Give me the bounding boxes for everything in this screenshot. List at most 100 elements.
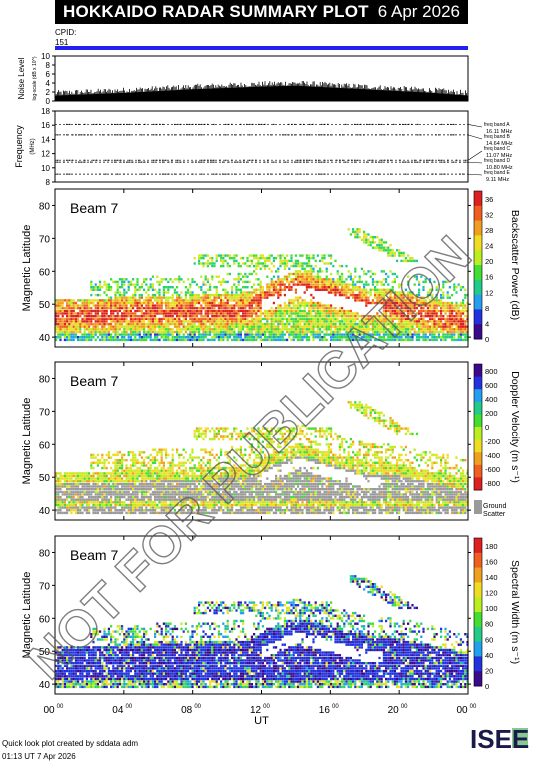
panel-velocity-tick-label: 80 [39,374,51,385]
colorbar-power-swatch [474,191,482,207]
colorbar-width-swatch [474,641,482,657]
colorbar-width-swatch [474,626,482,643]
frequency-tick-label: 18 [41,107,50,116]
colorbar-power-swatch [474,309,482,325]
frequency-band-name: freq band B [484,134,511,140]
colorbar-power-tick-label: 28 [485,226,493,235]
colorbar-velocity-swatch [474,464,482,478]
panel-power-tick-label: 50 [39,300,51,311]
xaxis-tick-sup: 00 [194,704,201,710]
panel-power-beam-label: Beam 7 [70,200,118,216]
frequency-band-name: freq band C [484,146,511,152]
colorbar-width-label: Spectral Width (m s⁻¹) [509,560,521,664]
colorbar-power-frame [473,190,483,340]
plot-date: 6 Apr 2026 [377,2,460,21]
panel-power-ylabel: Magnetic Latitude [21,225,33,312]
frequency-tick-label: 10 [41,164,50,173]
frequency-data [57,123,467,175]
colorbar-velocity-tick-label: -400 [485,451,500,460]
panel-width-gapline [55,664,468,666]
cpid-bar [55,46,468,50]
colorbar-width-tick-label: 180 [485,542,498,551]
colorbar-velocity-swatch [474,452,482,466]
xaxis-tick-label: 16 [319,705,331,716]
isee-logo: ISEE [470,724,529,754]
colorbar-velocity-tick-label: 600 [485,381,498,390]
noise-tick-label: 2 [46,88,51,97]
panel-velocity-tick-label: 60 [39,440,51,451]
cpid-value: 151 [55,38,69,47]
xaxis-tick-label: 12 [250,705,262,716]
cpid-label: CPID: [55,28,76,37]
colorbar-velocity-tick-label: -200 [485,437,500,446]
colorbar-width-tick-label: 120 [485,589,498,598]
colorbar-power-tick-label: 4 [485,319,489,328]
colorbar-width-swatch [474,612,482,628]
colorbar-power-tick-label: 12 [485,288,493,297]
xaxis-tick-sup: 00 [470,704,477,710]
colorbar-velocity-tick-label: 200 [485,409,498,418]
panel-width-tick-label: 60 [39,614,51,625]
colorbar-width-tick-label: 100 [485,604,498,613]
colorbar-power-tick-label: 0 [485,335,489,344]
xaxis-tick-sup: 00 [263,704,270,710]
panel-width-ylabel: Magnetic Latitude [21,572,33,659]
colorbar-power-label: Backscatter Power (dB) [509,210,521,320]
footer-timestamp: 01:13 UT 7 Apr 2026 [2,752,76,761]
xaxis-tick-sup: 00 [57,704,64,710]
ground-scatter-swatch [474,500,482,514]
panel-width-tick-label: 70 [39,581,51,592]
colorbar-velocity-swatch [474,389,482,403]
panel-velocity-ylabel: Magnetic Latitude [21,398,33,485]
colorbar-velocity-swatch [474,414,482,428]
colorbar-power-tick-label: 36 [485,195,493,204]
xaxis-tick-label: 08 [181,705,193,716]
frequency-tick-label: 14 [41,135,50,144]
noise-ylabel: Noise Level [17,57,26,99]
frequency-tick-label: 16 [41,121,50,130]
colorbar-velocity-swatch [474,376,482,390]
xaxis-tick-label: 04 [112,705,124,716]
panel-width-tick-label: 40 [39,680,51,691]
footer-credit: Quick look plot created by sddata adm [2,739,139,748]
frequency-leader [467,124,483,128]
frequency-ylabel: Frequency [14,125,24,168]
panel-velocity-tick-label: 40 [39,506,51,517]
colorbar-width-frame [473,537,483,687]
xaxis-tick-label: 20 [388,705,400,716]
colorbar-velocity-swatch [474,401,482,415]
panel-width-beam-label: Beam 7 [70,547,118,563]
colorbar-width-tick-label: 40 [485,651,493,660]
frequency-band-value: 9.11 MHz [486,177,509,183]
panel-power-data [55,228,469,342]
noise-tick-label: 4 [46,79,51,88]
frequency-band-name: freq band D [484,158,511,164]
colorbar-velocity-swatch [474,439,482,453]
plot-title: HOKKAIDO RADAR SUMMARY PLOT [63,2,369,21]
panel-width-gapline [55,656,468,657]
xaxis-tick-sup: 00 [401,704,408,710]
colorbar-power-tick-label: 8 [485,304,489,313]
frequency-band-value: 11.07 MHz [486,153,512,159]
noise-tick-label: 6 [46,70,51,79]
frequency-leader [467,161,483,164]
colorbar-velocity-swatch [474,477,482,491]
frequency-band-name: freq band A [484,122,510,128]
colorbar-velocity-tick-label: 400 [485,395,498,404]
colorbar-width-tick-label: 80 [485,620,493,629]
ground-scatter-label: Ground [483,503,506,510]
panel-power-tick-label: 80 [39,201,51,212]
frequency-frame [54,110,469,183]
colorbar-velocity-swatch [474,427,482,441]
panel-width-tick-label: 50 [39,647,51,658]
colorbar-power-tick-label: 24 [485,242,493,251]
colorbar-velocity-swatch [474,364,482,378]
panel-power-tick-label: 60 [39,267,51,278]
panel-power-gapline [55,309,468,310]
colorbar-power-swatch [474,279,482,296]
noise-spikes [54,81,469,101]
frequency-leader [467,150,483,161]
noise-tick-label: 0 [46,97,51,106]
colorbar-width-tick-label: 140 [485,573,498,582]
colorbar-velocity-tick-label: 0 [485,423,489,432]
